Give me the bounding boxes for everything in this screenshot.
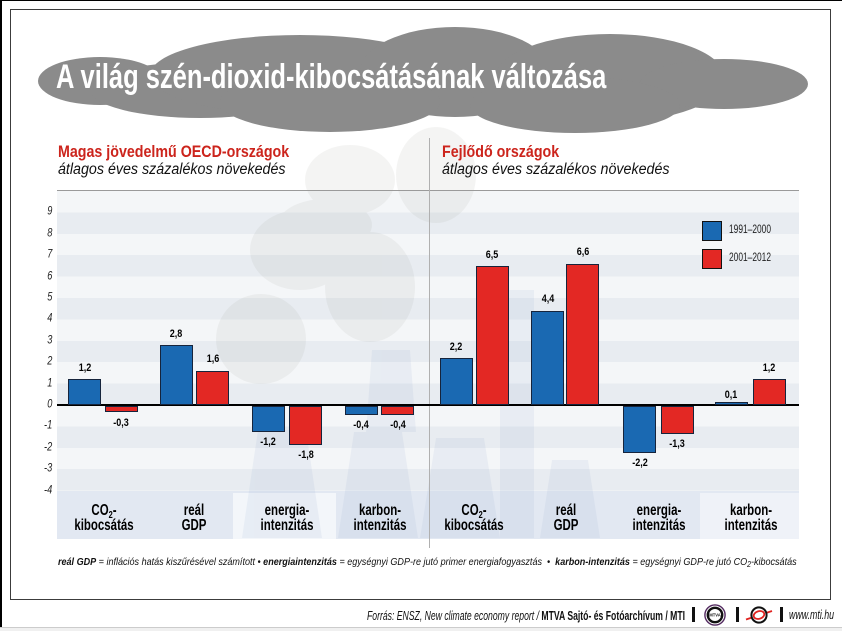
svg-text:MTVA: MTVA	[709, 613, 721, 618]
